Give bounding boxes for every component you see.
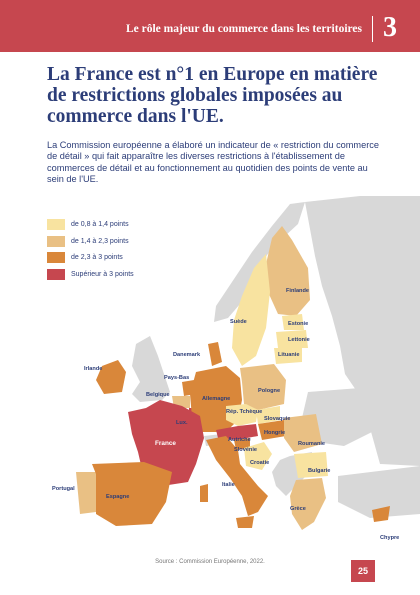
country-suede xyxy=(232,254,270,366)
legend-item: de 1,4 à 2,3 points xyxy=(47,235,134,247)
label-slovaquie: Slovaquie xyxy=(264,416,290,422)
country-grece xyxy=(290,478,326,530)
label-belgique: Belgique xyxy=(146,392,170,398)
country-slovaquie xyxy=(256,406,280,424)
country-irlande xyxy=(96,360,126,394)
chapter-title: Le rôle majeur du commerce dans les terr… xyxy=(125,23,362,35)
legend-label: Supérieur à 3 points xyxy=(71,270,134,278)
country-roumanie xyxy=(284,414,322,452)
country-rep-tcheque xyxy=(226,404,258,426)
legend-label: de 2,3 à 3 points xyxy=(71,254,123,261)
legend-swatch xyxy=(47,268,65,280)
country-lettonie xyxy=(276,330,308,348)
label-espagne: Espagne xyxy=(106,494,129,500)
russia-land xyxy=(305,196,420,466)
legend-swatch xyxy=(47,235,65,247)
label-portugal: Portugal xyxy=(52,486,75,492)
header-divider xyxy=(372,16,373,42)
legend-swatch xyxy=(47,219,65,230)
country-hongrie xyxy=(258,420,286,440)
label-rep-tcheque: Rép. Tchèque xyxy=(226,409,262,415)
country-croatie xyxy=(244,442,272,470)
country-chypre xyxy=(372,506,390,522)
label-estonie: Estonie xyxy=(288,321,308,327)
label-lux: Lux. xyxy=(176,420,188,426)
country-sicile xyxy=(236,516,254,528)
country-portugal xyxy=(76,472,96,514)
label-croatie: Croatie xyxy=(250,460,269,466)
page-number-box xyxy=(351,560,375,582)
legend-label: de 0,8 à 1,4 points xyxy=(71,221,129,228)
legend-item: de 2,3 à 3 points xyxy=(47,252,134,263)
country-sardaigne xyxy=(200,484,208,502)
label-allemagne: Allemagne xyxy=(202,396,230,402)
country-bulgarie xyxy=(294,452,328,478)
country-espagne xyxy=(92,462,172,526)
label-grece: Grèce xyxy=(290,506,306,512)
label-slovenie: Slovénie xyxy=(234,447,257,453)
label-roumanie: Roumanie xyxy=(298,441,325,447)
page-title: La France est n°1 en Europe en matière d… xyxy=(47,64,378,127)
page-number: 25 xyxy=(357,566,368,576)
label-finlande: Finlande xyxy=(286,288,309,294)
legend-swatch xyxy=(47,252,65,263)
legend-label: de 1,4 à 2,3 points xyxy=(71,237,129,245)
label-danemark: Danemark xyxy=(173,352,201,358)
label-lettonie: Lettonie xyxy=(288,337,310,343)
label-chypre: Chypre xyxy=(380,535,399,541)
map-legend: de 0,8 à 1,4 points de 1,4 à 2,3 points … xyxy=(47,219,134,285)
label-irlande: Irlande xyxy=(84,366,102,372)
country-finlande xyxy=(266,226,310,316)
label-suede: Suède xyxy=(230,319,247,325)
uk-land xyxy=(132,336,170,402)
country-slovenie xyxy=(234,438,250,450)
legend-item: de 0,8 à 1,4 points xyxy=(47,219,134,230)
label-pays-bas: Pays-Bas xyxy=(164,375,189,381)
label-italie: Italie xyxy=(222,482,235,488)
country-italie xyxy=(206,436,268,516)
label-lituanie: Lituanie xyxy=(278,352,299,358)
country-autriche xyxy=(216,424,258,440)
label-hongrie: Hongrie xyxy=(264,430,285,436)
europe-map: Finlande Suède Estonie Lettonie Lituanie… xyxy=(52,196,420,541)
country-lituanie xyxy=(274,348,302,364)
intro-paragraph: La Commission européenne a élaboré un in… xyxy=(47,140,379,185)
country-pologne xyxy=(240,364,286,410)
label-autriche: Autriche xyxy=(228,437,251,443)
legend-item: Supérieur à 3 points xyxy=(47,268,134,280)
chapter-number: 3 xyxy=(383,12,397,43)
turkey-land xyxy=(338,466,420,518)
chapter-header xyxy=(0,0,420,52)
label-bulgarie: Bulgarie xyxy=(308,468,330,474)
label-pologne: Pologne xyxy=(258,388,280,394)
country-danemark xyxy=(208,342,222,366)
label-france: France xyxy=(155,440,176,447)
country-estonie xyxy=(282,314,304,330)
source-note: Source : Commission Européenne, 2022. xyxy=(155,559,265,565)
